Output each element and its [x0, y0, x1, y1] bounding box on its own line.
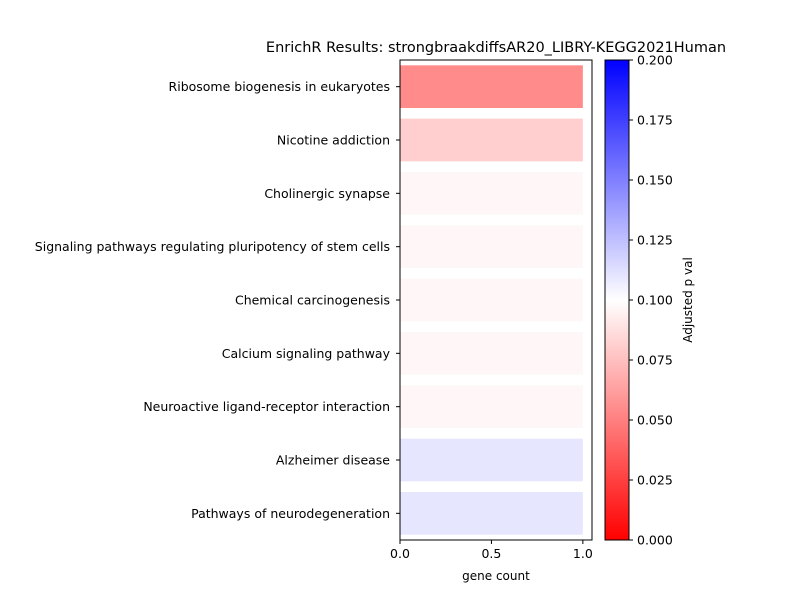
colorbar-tick-label: 0.025 — [637, 473, 673, 488]
x-tick-label: 1.0 — [573, 546, 593, 561]
plot-frame — [399, 59, 593, 541]
colorbar-tick-label: 0.075 — [637, 353, 673, 368]
y-tick-label: Alzheimer disease — [276, 453, 390, 468]
bar — [400, 332, 583, 375]
bar — [400, 492, 583, 535]
colorbar-tick-label: 0.175 — [637, 113, 673, 128]
bar — [400, 225, 583, 268]
y-tick-label: Signaling pathways regulating pluripoten… — [35, 239, 390, 254]
y-tick-label: Pathways of neurodegeneration — [191, 506, 390, 521]
bar — [400, 438, 583, 482]
y-tick-label: Chemical carcinogenesis — [235, 293, 390, 308]
colorbar-tick-label: 0.150 — [637, 173, 673, 188]
bar — [400, 385, 583, 428]
y-tick-label: Nicotine addiction — [277, 133, 390, 148]
y-tick-labels: Ribosome biogenesis in eukaryotes Nicotin… — [35, 79, 400, 521]
bar — [400, 278, 583, 322]
chart-title: EnrichR Results: strongbraakdiffsAR20_LI… — [266, 40, 726, 56]
x-axis-label: gene count — [462, 569, 530, 583]
colorbar — [604, 59, 630, 541]
colorbar-tick-label: 0.100 — [637, 293, 673, 308]
bar — [400, 172, 583, 215]
colorbar-tick-label: 0.200 — [637, 53, 673, 68]
bar — [400, 118, 583, 162]
colorbar-ticks: 0.000 0.025 0.050 0.075 0.100 0.125 0.150 0.175… — [629, 53, 673, 548]
y-tick-label: Ribosome biogenesis in eukaryotes — [169, 79, 390, 94]
bar — [400, 65, 583, 108]
colorbar-label: Adjusted p val — [681, 257, 695, 343]
colorbar-tick-label: 0.000 — [637, 533, 673, 548]
colorbar-tick-label: 0.125 — [637, 233, 673, 248]
x-tick-label: 0.5 — [481, 546, 501, 561]
colorbar-tick-label: 0.050 — [637, 413, 673, 428]
y-tick-label: Calcium signaling pathway — [222, 346, 391, 361]
y-tick-label: Cholinergic synapse — [264, 186, 390, 201]
y-tick-label: Neuroactive ligand-receptor interaction — [143, 399, 390, 414]
bars-layer — [400, 65, 583, 535]
x-tick-label: 0.0 — [390, 546, 410, 561]
x-axis: 0.0 0.5 1.0 — [390, 540, 593, 561]
